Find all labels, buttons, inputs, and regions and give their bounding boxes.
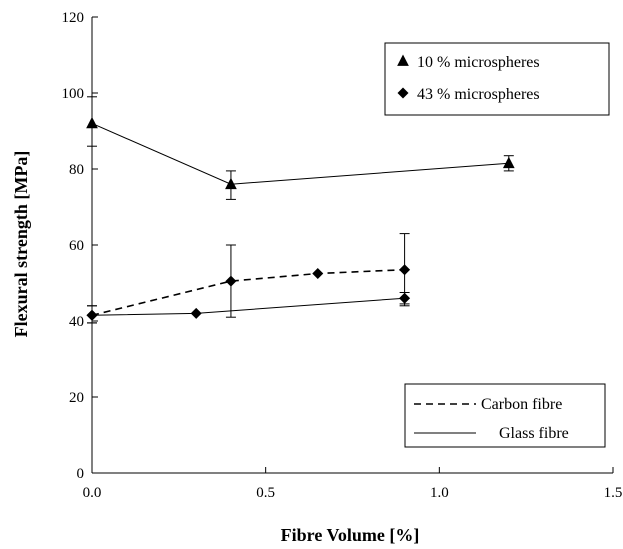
- triangle-marker: [225, 177, 237, 190]
- series-line: [91, 122, 509, 185]
- diamond-marker: [312, 268, 324, 279]
- y-tick-label: 100: [62, 86, 85, 102]
- triangle-marker: [502, 156, 515, 169]
- line-legend-box: [404, 383, 606, 448]
- y-tick-label: 80: [69, 162, 84, 178]
- series-layer: [86, 96, 515, 324]
- x-tick-label: 1.5: [604, 485, 623, 501]
- x-tick-label: 0.5: [256, 485, 275, 501]
- legend-triangle-icon: [397, 54, 409, 66]
- legend-label-43-microspheres: 43 % microspheres: [417, 86, 540, 103]
- legend-label-carbon-fibre: Carbon fibre: [481, 396, 562, 413]
- series-0: [86, 96, 515, 200]
- diamond-marker: [225, 275, 237, 287]
- diamond-marker: [86, 309, 98, 321]
- legend-label-glass-fibre: Glass fibre: [499, 425, 569, 442]
- series-1: [86, 292, 411, 324]
- line-legend: Carbon fibre Glass fibre: [404, 383, 606, 448]
- x-axis-title: Fibre Volume [%]: [281, 525, 420, 545]
- legend-diamond-icon: [397, 87, 409, 99]
- x-tick-label: 1.0: [430, 485, 449, 501]
- series-line: [91, 268, 405, 317]
- tick-group: 0 20 40 60 80 100 120 0.0 0.5 1.0 1.5: [62, 10, 623, 501]
- y-tick-label: 120: [62, 10, 85, 26]
- y-tick-label: 40: [69, 314, 84, 330]
- triangle-marker: [86, 116, 98, 129]
- series-line: [91, 297, 405, 316]
- series-2: [86, 233, 411, 324]
- y-tick-label: 60: [69, 238, 84, 254]
- legend-label-10-microspheres: 10 % microspheres: [417, 54, 540, 71]
- marker-legend: 10 % microspheres 43 % microspheres: [384, 42, 610, 116]
- marker-legend-box: [384, 42, 610, 116]
- diamond-marker: [190, 307, 202, 319]
- y-tick-label: 20: [69, 390, 84, 406]
- x-tick-label: 0.0: [83, 485, 102, 501]
- diamond-marker: [399, 264, 411, 276]
- y-tick-label: 0: [77, 466, 85, 482]
- y-axis-title: Flexural strength [MPa]: [11, 151, 31, 338]
